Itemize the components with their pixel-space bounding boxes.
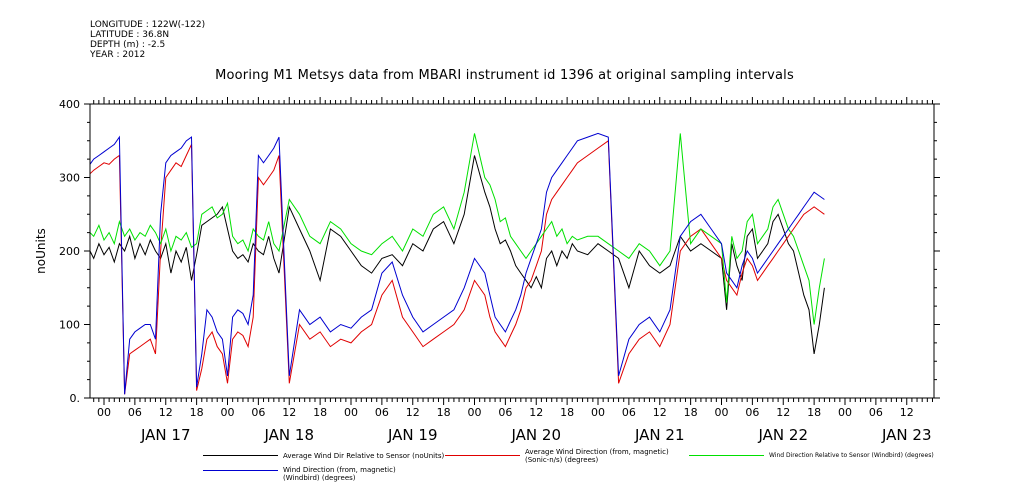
series-line-3 xyxy=(89,132,825,395)
y-tick-label: 400 xyxy=(59,98,80,111)
x-tick-label: 00 xyxy=(591,406,605,419)
x-day-label: JAN 23 xyxy=(881,426,932,444)
x-tick-label: 18 xyxy=(684,406,698,419)
latitude-text: LATITUDE : 36.8N xyxy=(90,30,170,40)
x-tick-label: 06 xyxy=(375,406,389,419)
legend-label: Average Wind Dir Relative to Sensor (noU… xyxy=(283,452,445,460)
x-day-label: JAN 17 xyxy=(140,426,191,444)
x-tick-label: 00 xyxy=(344,406,358,419)
x-tick-label: 06 xyxy=(869,406,883,419)
x-tick-label: 06 xyxy=(622,406,636,419)
x-tick-label: 18 xyxy=(807,406,821,419)
series-line-0 xyxy=(89,155,825,354)
x-day-label: JAN 21 xyxy=(634,426,685,444)
metadata-block: LONGITUDE : 122W(-122) LATITUDE : 36.8N … xyxy=(90,20,205,60)
y-axis-label: noUnits xyxy=(34,228,48,274)
x-tick-label: 18 xyxy=(560,406,574,419)
legend-swatch-red xyxy=(445,455,520,456)
x-tick-label: 06 xyxy=(251,406,265,419)
y-tick-label: 200 xyxy=(59,245,80,258)
x-tick-label: 06 xyxy=(128,406,142,419)
axis-ticks xyxy=(84,97,940,405)
axis-labels: 0. 100 200 300 400 00 06 12 18 00 06 12 18 00 06 12 18 00… xyxy=(59,98,932,444)
x-tick-label: 18 xyxy=(437,406,451,419)
y-tick-label: 300 xyxy=(59,172,80,185)
x-day-label: JAN 20 xyxy=(511,426,562,444)
longitude-text: LONGITUDE : 122W(-122) xyxy=(90,20,206,30)
x-tick-label: 12 xyxy=(159,406,173,419)
y-tick-label: 100 xyxy=(59,319,80,332)
x-day-label: JAN 19 xyxy=(387,426,438,444)
x-tick-label: 12 xyxy=(282,406,296,419)
legend-swatch-green xyxy=(689,455,764,456)
year-text: YEAR : 2012 xyxy=(90,50,146,60)
x-tick-label: 18 xyxy=(313,406,327,419)
x-tick-label: 00 xyxy=(715,406,729,419)
x-tick-label: 12 xyxy=(900,406,914,419)
x-tick-label: 00 xyxy=(221,406,235,419)
depth-text: DEPTH (m) : -2.5 xyxy=(90,40,166,50)
x-tick-label: 12 xyxy=(529,406,543,419)
chart-title: Mooring M1 Metsys data from MBARI instru… xyxy=(215,68,794,83)
legend-swatch-black xyxy=(203,455,278,456)
x-tick-label: 12 xyxy=(653,406,667,419)
legend-label: Wind Direction (from, magnetic) (Windbir… xyxy=(283,466,396,482)
plot-frame xyxy=(89,103,935,399)
x-day-label: JAN 18 xyxy=(264,426,315,444)
x-day-label: JAN 22 xyxy=(758,426,809,444)
legend-label: Wind Direction Relative to Sensor (Windb… xyxy=(769,452,934,459)
x-tick-label: 00 xyxy=(97,406,111,419)
x-tick-label: 12 xyxy=(406,406,420,419)
x-tick-label: 00 xyxy=(468,406,482,419)
legend-swatch-blue xyxy=(203,470,278,471)
x-tick-label: 12 xyxy=(776,406,790,419)
x-tick-label: 18 xyxy=(190,406,204,419)
x-tick-label: 00 xyxy=(838,406,852,419)
x-tick-label: 06 xyxy=(498,406,512,419)
y-tick-label: 0. xyxy=(70,392,81,405)
x-tick-label: 06 xyxy=(745,406,759,419)
legend-label: Average Wind Direction (from, magnetic) … xyxy=(525,448,669,464)
series-line-2 xyxy=(89,133,825,325)
series-line-1 xyxy=(89,139,825,395)
series-layer xyxy=(89,132,825,395)
